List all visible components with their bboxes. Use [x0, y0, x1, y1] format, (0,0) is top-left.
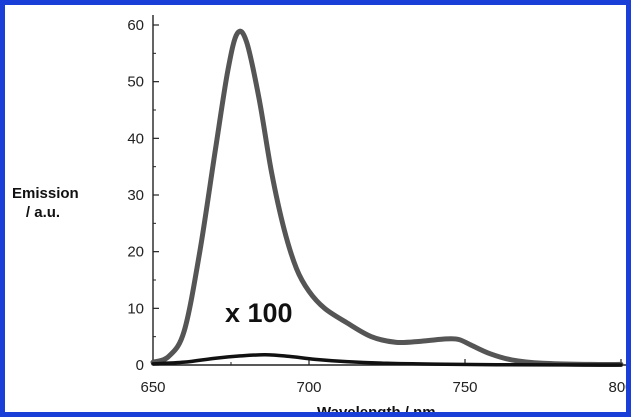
- y-tick-label: 10: [127, 300, 144, 317]
- y-tick-label: 20: [127, 244, 144, 261]
- scale-annotation: x 100: [225, 298, 293, 328]
- x-axis-title: Wavelength / nm: [317, 404, 436, 417]
- x-tick-label: 800: [608, 379, 631, 396]
- y-tick-label: 0: [136, 357, 144, 374]
- y-axis-title-line1: Emission: [12, 185, 79, 202]
- y-tick-label: 30: [127, 187, 144, 204]
- axes: 0 10 20 30 40 50 60 650 700 750 800: [127, 15, 631, 396]
- y-axis-title: Emission / a.u.: [12, 184, 79, 222]
- series-line-1: [150, 28, 624, 368]
- x-tick-label: 750: [452, 379, 477, 396]
- y-axis-title-line2: / a.u.: [25, 204, 61, 221]
- x-tick-label: 700: [296, 379, 321, 396]
- chart-plot: 0 10 20 30 40 50 60 650 700 750 800: [127, 15, 631, 396]
- x-tick-label: 650: [140, 379, 165, 396]
- series-layer: [150, 28, 624, 368]
- y-tick-label: 50: [127, 74, 144, 91]
- series-line-2: [151, 353, 623, 367]
- y-tick-label: 40: [127, 130, 144, 147]
- y-tick-label: 60: [127, 17, 144, 34]
